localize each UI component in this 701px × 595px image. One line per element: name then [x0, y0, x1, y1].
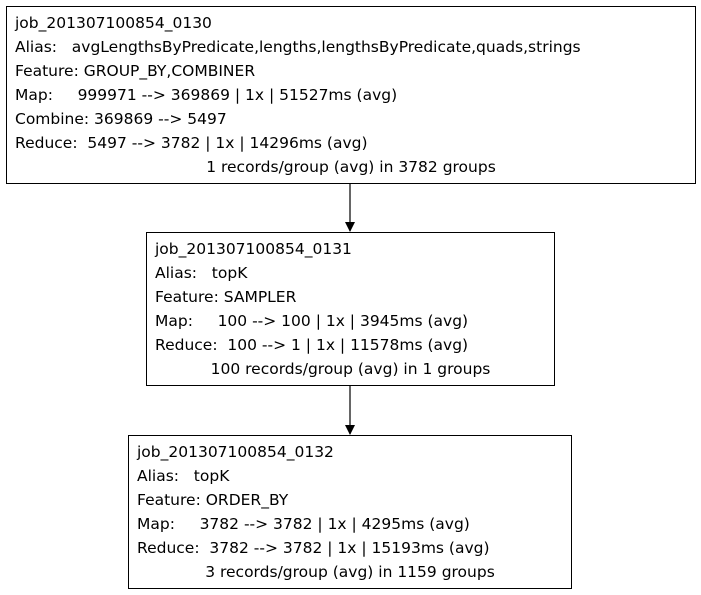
job-node-0132[interactable]: job_201307100854_0132 Alias: topK Featur…: [128, 435, 572, 589]
job-summary: 100 records/group (avg) in 1 groups: [210, 360, 491, 378]
job-id: job_201307100854_0130: [15, 14, 212, 32]
job-node-0130[interactable]: job_201307100854_0130 Alias: avgLengthsB…: [6, 6, 696, 184]
job-alias: Alias: topK: [137, 467, 230, 485]
job-combine: Combine: 369869 --> 5497: [15, 110, 227, 128]
job-feature: Feature: GROUP_BY,COMBINER: [15, 62, 256, 80]
job-reduce: Reduce: 5497 --> 3782 | 1x | 14296ms (av…: [15, 134, 368, 152]
job-alias: Alias: avgLengthsByPredicate,lengths,len…: [15, 38, 581, 56]
job-reduce: Reduce: 3782 --> 3782 | 1x | 15193ms (av…: [137, 539, 490, 557]
job-node-0131[interactable]: job_201307100854_0131 Alias: topK Featur…: [146, 232, 555, 386]
job-id: job_201307100854_0132: [137, 443, 334, 461]
job-map: Map: 3782 --> 3782 | 1x | 4295ms (avg): [137, 515, 470, 533]
job-alias: Alias: topK: [155, 264, 248, 282]
job-map: Map: 999971 --> 369869 | 1x | 51527ms (a…: [15, 86, 398, 104]
job-summary: 3 records/group (avg) in 1159 groups: [205, 563, 495, 581]
job-map: Map: 100 --> 100 | 1x | 3945ms (avg): [155, 312, 469, 330]
job-summary: 1 records/group (avg) in 3782 groups: [206, 158, 496, 176]
job-feature: Feature: ORDER_BY: [137, 491, 289, 509]
job-feature: Feature: SAMPLER: [155, 288, 297, 306]
job-reduce: Reduce: 100 --> 1 | 1x | 11578ms (avg): [155, 336, 469, 354]
job-id: job_201307100854_0131: [155, 240, 352, 258]
